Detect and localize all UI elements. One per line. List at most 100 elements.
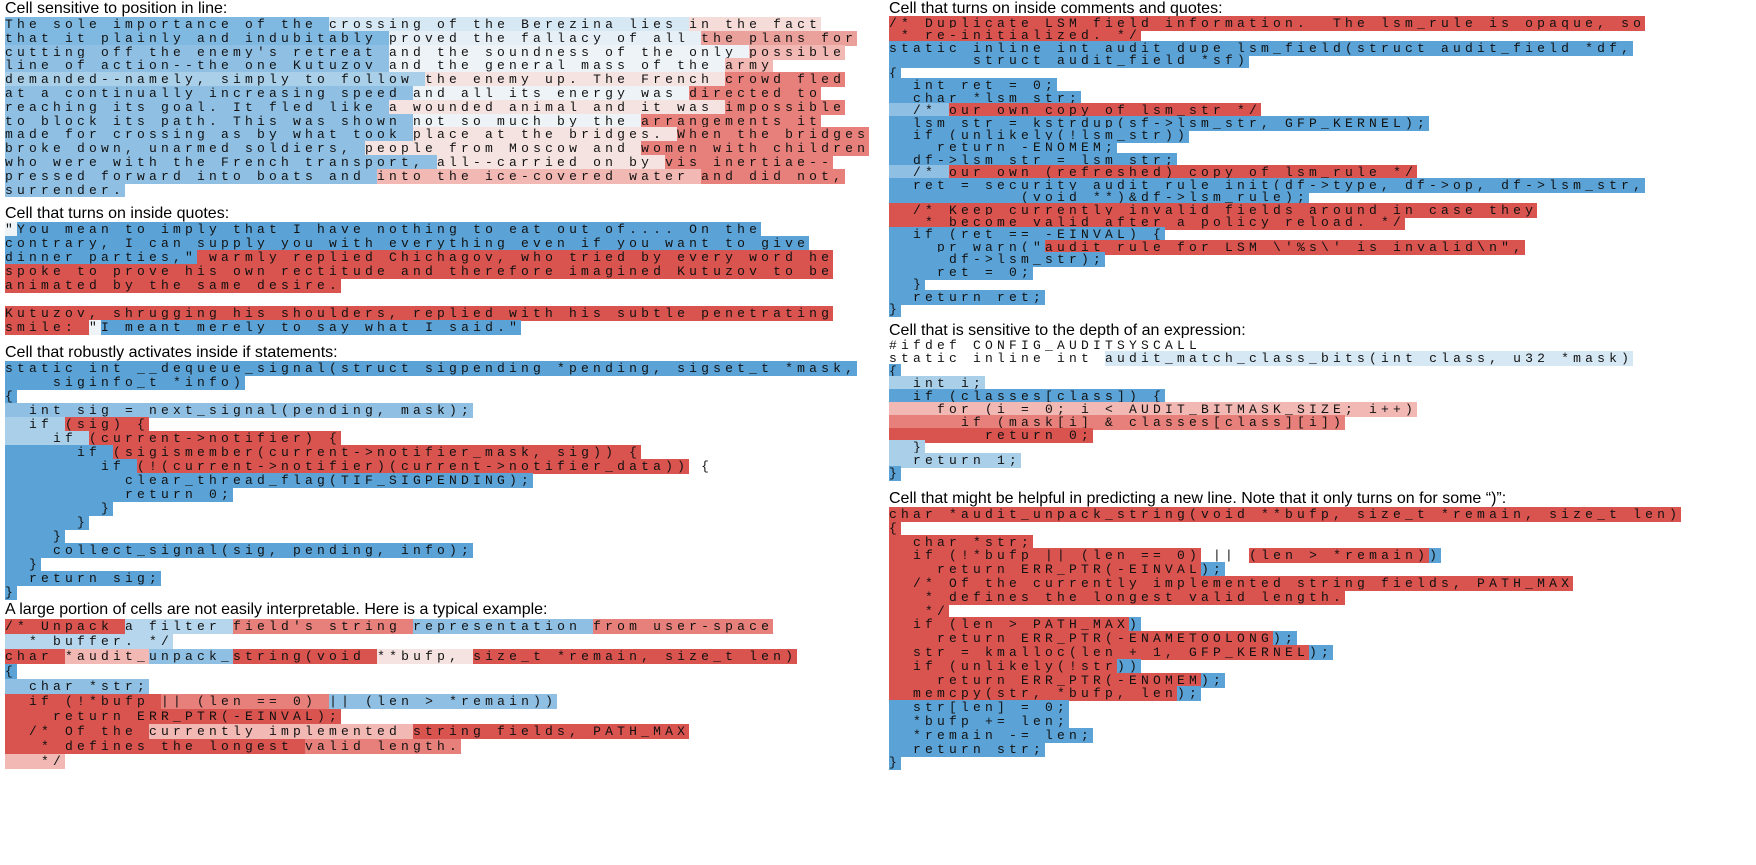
text-line: { xyxy=(5,389,875,404)
text-line: if (!*bufp || (len == 0) || (len > *rema… xyxy=(5,694,875,709)
highlighted-segment: if (len > PATH_MAX xyxy=(889,617,1130,633)
highlighted-segment: } xyxy=(5,501,114,516)
highlighted-segment: a wounded animal and it was xyxy=(389,99,726,115)
highlighted-segment: demanded--namely, simply to follow xyxy=(5,72,426,88)
highlighted-segment: char *audit_unpack_string(void **bufp, s… xyxy=(889,507,1682,522)
highlighted-segment: that it plainly and indubitably xyxy=(5,30,390,46)
highlighted-segment: contrary, I can supply you with everythi… xyxy=(5,236,810,251)
text-line: (void **)&df->lsm_rule); xyxy=(889,190,1756,206)
highlighted-segment: our own copy of lsm_str */ xyxy=(949,103,1262,119)
text-line: int i; xyxy=(889,376,1756,392)
text-line: demanded--namely, simply to follow the e… xyxy=(5,72,875,88)
block-gap xyxy=(5,293,875,307)
highlighted-segment: cutting off the enemy's retreat xyxy=(5,44,390,60)
highlighted-segment: * defines the longest xyxy=(5,739,306,754)
text-line: /* our own copy of lsm_str */ xyxy=(889,103,1756,119)
highlighted-segment: return ERR_PTR(-ENOMEM xyxy=(889,672,1202,688)
highlighted-segment: all--carried on by xyxy=(437,154,666,170)
highlighted-segment: in the fact xyxy=(689,17,822,32)
highlighted-segment: size_t *remain, size_t len) xyxy=(473,649,798,664)
highlighted-segment: ret = security_audit_rule_init(df->type,… xyxy=(889,177,1646,193)
highlighted-segment: str[len] = 0; xyxy=(889,700,1070,716)
text-line: *remain -= len; xyxy=(889,727,1756,743)
highlighted-segment: /* Of the currently implemented string f… xyxy=(889,575,1574,591)
text-line: who were with the French transport, all-… xyxy=(5,154,875,170)
text-line: static inline int audit_dupe_lsm_field(s… xyxy=(889,40,1756,56)
highlighted-segment: women with children xyxy=(641,141,870,157)
highlighted-segment: if xyxy=(5,459,138,474)
highlighted-segment: ); xyxy=(1201,562,1226,578)
text-line: "You mean to imply that I have nothing t… xyxy=(5,222,875,237)
text-line: */ xyxy=(5,754,875,769)
highlighted-segment: } xyxy=(5,515,90,530)
highlighted-segment: return 0; xyxy=(5,487,234,502)
highlighted-segment: ) xyxy=(1429,548,1442,564)
text-line: if (len > PATH_MAX) xyxy=(889,617,1756,633)
text-line: return -ENOMEM; xyxy=(889,140,1756,156)
highlighted-segment: *bufp += len; xyxy=(889,713,1070,729)
highlighted-segment: place at the bridges. xyxy=(413,127,678,143)
highlighted-segment: if (unlikely(!lsm_str)) xyxy=(889,127,1190,143)
text-line: if (unlikely(!str)) xyxy=(889,658,1756,674)
highlighted-segment: } xyxy=(889,277,926,293)
text-line: } xyxy=(889,302,1756,317)
highlighted-segment: || xyxy=(1201,548,1250,564)
highlighted-segment: When the bridges xyxy=(677,127,870,143)
highlighted-segment: people from Moscow and xyxy=(365,141,642,157)
panel: Cell that is sensitive to the depth of a… xyxy=(889,322,1756,481)
highlighted-segment: impossible xyxy=(725,99,846,115)
highlighted-segment: return sig; xyxy=(5,571,162,586)
text-line: broke down, unarmed soldiers, people fro… xyxy=(5,141,875,157)
highlighted-segment: } xyxy=(889,440,926,456)
highlighted-segment: } xyxy=(889,465,902,481)
highlighted-segment: /* Duplicate LSM field information. The … xyxy=(889,16,1646,31)
highlighted-segment: warmly replied Chichagov, who tried by e… xyxy=(197,250,834,265)
highlighted-segment: if (!*bufp xyxy=(5,694,162,709)
highlighted-segment: return ERR_PTR(-EINVAL xyxy=(889,562,1202,578)
highlighted-segment: )) xyxy=(1117,658,1142,674)
panel-title: Cell sensitive to position in line: xyxy=(5,0,228,17)
highlighted-segment: if (mask[i] & classes[class][i]) xyxy=(889,414,1346,430)
highlighted-segment: int sig = next_signal(pending, mask); xyxy=(5,403,474,418)
highlighted-segment: { xyxy=(889,363,902,379)
highlighted-segment: ret = 0; xyxy=(889,264,1034,280)
text-line: * defines the longest valid length. xyxy=(5,739,875,754)
highlighted-segment: clear_thread_flag(TIF_SIGPENDING); xyxy=(5,473,534,488)
highlighted-segment: * become valid after a policy reload. */ xyxy=(889,215,1406,230)
highlighted-segment: ); xyxy=(1177,686,1202,702)
text-line: } xyxy=(5,585,875,600)
highlighted-segment: || (len > *remain)) xyxy=(329,694,558,709)
highlighted-segment: static inline int audit_dupe_lsm_field(s… xyxy=(889,40,1634,56)
highlighted-segment: { xyxy=(5,664,18,679)
highlighted-segment: static int __dequeue_signal(struct sigpe… xyxy=(5,361,858,376)
text-line: surrender. xyxy=(5,182,875,198)
highlighted-segment: { xyxy=(689,459,714,474)
highlighted-segment: valid length. xyxy=(305,739,462,754)
text-line: return sig; xyxy=(5,571,875,586)
text-line: return ERR_PTR(-ENAMETOOLONG); xyxy=(889,631,1756,647)
highlighted-segment: if (!*bufp || (len == 0) xyxy=(889,548,1202,564)
highlighted-segment: **bufp, xyxy=(377,649,474,664)
text-line: contrary, I can supply you with everythi… xyxy=(5,236,875,251)
text-line: if (sigismember(current->notifier_mask, … xyxy=(5,445,875,460)
highlighted-segment: proved the fallacy of all xyxy=(389,30,702,46)
text-line: if (unlikely(!lsm_str)) xyxy=(889,127,1756,143)
panel-title: Cell that might be helpful in predicting… xyxy=(889,490,1507,507)
highlighted-segment: } xyxy=(5,557,42,572)
text-line: return 0; xyxy=(889,427,1756,443)
highlighted-segment: currently implemented xyxy=(149,724,414,739)
highlighted-segment: representation xyxy=(413,619,594,634)
highlighted-segment: the enemy up. The French xyxy=(425,72,726,88)
panel: Cell that turns on inside comments and q… xyxy=(889,0,1756,317)
highlighted-segment: " xyxy=(5,222,18,237)
highlighted-segment: dinner parties," xyxy=(5,250,198,265)
highlighted-segment: return 0; xyxy=(889,427,1094,443)
text-line: animated by the same desire. xyxy=(5,278,875,293)
panel-title: A large portion of cells are not easily … xyxy=(5,601,548,618)
highlighted-segment: collect_signal(sig, pending, info); xyxy=(5,543,474,558)
highlighted-segment: ); xyxy=(1201,672,1226,688)
text-line: static inline int audit_match_class_bits… xyxy=(889,350,1756,366)
text-line: /* Unpack a filter field's string repres… xyxy=(5,619,875,634)
text-line: smile: "I meant merely to say what I sai… xyxy=(5,320,875,335)
highlighted-segment: df->lsm_str); xyxy=(889,252,1106,268)
